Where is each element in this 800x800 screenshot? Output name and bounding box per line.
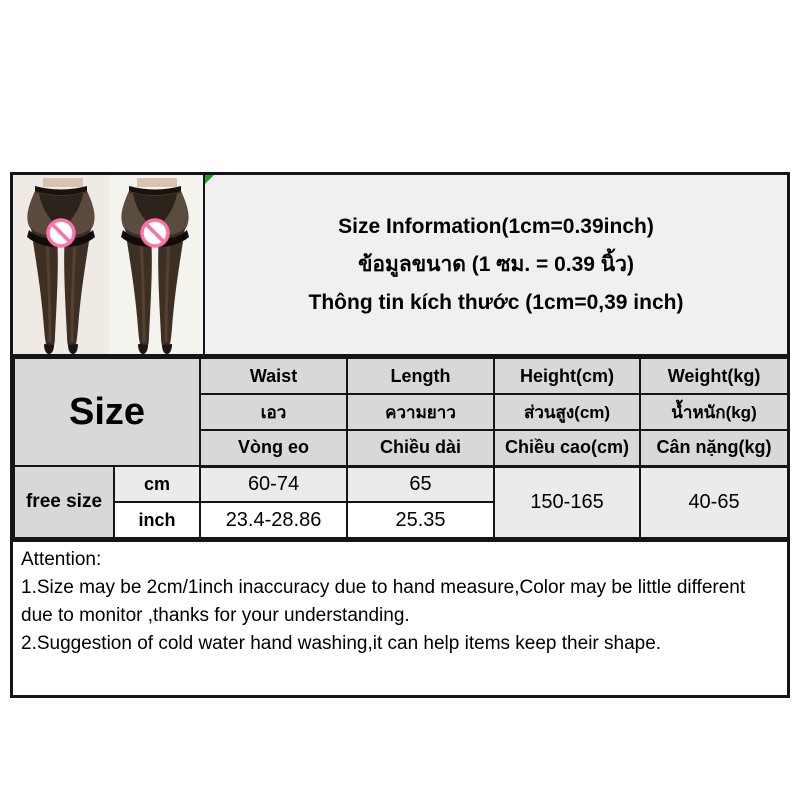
header-weight-th: น้ำหนัก(kg): [639, 393, 790, 431]
size-corner-label: Size: [12, 357, 202, 467]
value-length-inch: 25.35: [346, 501, 496, 539]
header-height-en: Height(cm): [493, 357, 642, 395]
title-line-th: ข้อมูลขนาด (1 ซม. = 0.39 นิ้ว): [358, 252, 634, 276]
value-weight: 40-65: [639, 465, 790, 539]
size-chart-panel: Size Information(1cm=0.39inch) ข้อมูลขนา…: [10, 172, 790, 698]
header-length-vi: Chiều dài: [346, 429, 496, 468]
attention-heading: Attention:: [21, 549, 102, 570]
header-height-th: ส่วนสูง(cm): [493, 393, 642, 431]
size-info-title: Size Information(1cm=0.39inch) ข้อมูลขนา…: [205, 175, 787, 354]
attention-note-2: 2.Suggestion of cold water hand washing,…: [21, 633, 662, 654]
value-waist-cm: 60-74: [199, 465, 349, 503]
censor-badge-icon: [140, 218, 170, 248]
title-line-vi: Thông tin kích thước (1cm=0,39 inch): [308, 290, 684, 314]
censor-badge-icon: [46, 218, 76, 248]
attention-section: Attention: 1.Size may be 2cm/1inch inacc…: [13, 539, 787, 658]
stockings-illustration: [13, 175, 203, 354]
value-length-cm: 65: [346, 465, 496, 503]
value-height: 150-165: [493, 465, 642, 539]
attention-note-1: 1.Size may be 2cm/1inch inaccuracy due t…: [21, 577, 746, 626]
title-line-en: Size Information(1cm=0.39inch): [338, 214, 654, 238]
header-waist-vi: Vòng eo: [199, 429, 349, 468]
header-waist-th: เอว: [199, 393, 349, 431]
product-photo: [13, 175, 205, 354]
size-table: Size Waist Length Height(cm) Weight(kg) …: [12, 357, 790, 539]
top-section: Size Information(1cm=0.39inch) ข้อมูลขนา…: [13, 175, 787, 357]
header-waist-en: Waist: [199, 357, 349, 395]
header-length-th: ความยาว: [346, 393, 496, 431]
header-weight-vi: Cân nặng(kg): [639, 429, 790, 468]
unit-label-inch: inch: [112, 501, 202, 539]
unit-label-cm: cm: [112, 465, 202, 503]
value-waist-inch: 23.4-28.86: [199, 501, 349, 539]
header-weight-en: Weight(kg): [639, 357, 790, 395]
header-length-en: Length: [346, 357, 496, 395]
header-height-vi: Chiều cao(cm): [493, 429, 642, 468]
cell-flag-icon: [205, 175, 214, 184]
row-label-free-size: free size: [13, 465, 115, 539]
